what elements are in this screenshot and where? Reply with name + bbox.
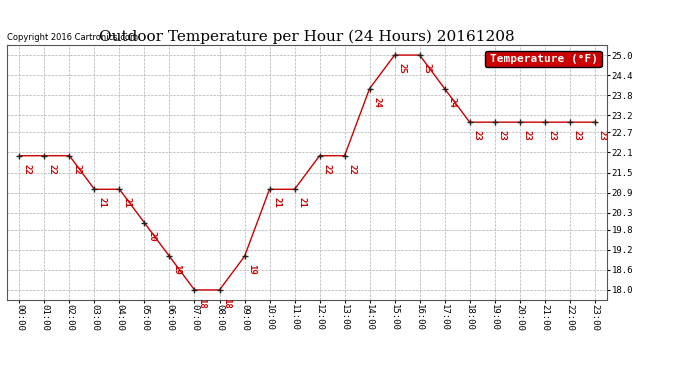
- Text: 21: 21: [122, 197, 131, 208]
- Text: 22: 22: [22, 164, 31, 174]
- Text: 22: 22: [47, 164, 56, 174]
- Text: 21: 21: [297, 197, 306, 208]
- Text: 23: 23: [473, 130, 482, 141]
- Text: 19: 19: [247, 264, 256, 275]
- Text: 18: 18: [222, 298, 231, 309]
- Text: 24: 24: [373, 96, 382, 107]
- Text: 21: 21: [273, 197, 282, 208]
- Text: 25: 25: [397, 63, 406, 74]
- Text: 23: 23: [573, 130, 582, 141]
- Text: 23: 23: [497, 130, 506, 141]
- Text: 23: 23: [598, 130, 607, 141]
- Title: Outdoor Temperature per Hour (24 Hours) 20161208: Outdoor Temperature per Hour (24 Hours) …: [99, 30, 515, 44]
- Text: 21: 21: [97, 197, 106, 208]
- Text: 22: 22: [347, 164, 356, 174]
- Text: 22: 22: [322, 164, 331, 174]
- Text: 25: 25: [422, 63, 431, 74]
- Text: 19: 19: [172, 264, 181, 275]
- Text: 23: 23: [547, 130, 556, 141]
- Text: 18: 18: [197, 298, 206, 309]
- Text: 23: 23: [522, 130, 531, 141]
- Legend: Temperature (°F): Temperature (°F): [485, 51, 602, 67]
- Text: 22: 22: [72, 164, 81, 174]
- Text: 20: 20: [147, 231, 156, 242]
- Text: Copyright 2016 Cartronics.com: Copyright 2016 Cartronics.com: [7, 33, 138, 42]
- Text: 24: 24: [447, 96, 456, 107]
